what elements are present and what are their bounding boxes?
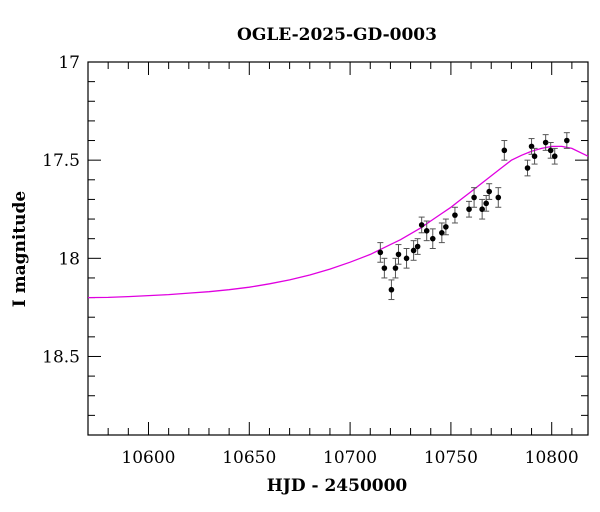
data-point (403, 248, 410, 269)
data-point (524, 159, 531, 177)
y-tick-label: 18.5 (42, 347, 80, 367)
x-tick-label: 10750 (424, 448, 478, 468)
data-point (377, 242, 384, 263)
y-tick-label: 18 (58, 249, 80, 269)
model-curve (87, 145, 589, 299)
data-point (438, 222, 445, 244)
data-point (381, 257, 388, 279)
data-point-marker (452, 212, 458, 218)
data-point-marker (423, 228, 430, 234)
data-point-marker (466, 206, 472, 213)
data-point (423, 220, 430, 242)
data-point (501, 140, 508, 161)
x-tick-label: 10800 (525, 448, 579, 468)
data-point-marker (439, 229, 445, 236)
y-tick-label: 17.5 (42, 151, 80, 171)
data-point-marker (486, 188, 493, 195)
y-tick-labels: 17 17.5 18 18.5 (42, 53, 80, 367)
data-point (547, 141, 554, 159)
axis-ticks (87, 61, 588, 436)
data-point (442, 218, 449, 236)
chart-title: OGLE-2025-GD-0003 (237, 25, 437, 45)
data-point-marker (377, 249, 384, 256)
data-point-marker (403, 255, 410, 262)
plot-frame (87, 61, 589, 436)
data-point (388, 279, 395, 301)
data-point-marker (395, 251, 402, 258)
y-tick-label: 17 (58, 53, 80, 73)
data-points (377, 132, 570, 301)
data-point (410, 240, 417, 261)
y-axis-label: I magnitude (10, 191, 30, 308)
data-point-marker (542, 139, 549, 146)
data-point-marker (495, 194, 502, 201)
data-point (551, 147, 558, 165)
data-point-marker (418, 222, 425, 228)
data-point-marker (410, 247, 417, 254)
data-point (466, 200, 473, 218)
data-point (395, 244, 402, 265)
x-tick-labels: 10600 10650 10700 10750 10800 (121, 448, 578, 468)
data-point-marker (524, 165, 531, 171)
data-point-marker (501, 147, 508, 154)
data-point (392, 257, 399, 279)
data-point-marker (479, 206, 485, 213)
data-point-marker (471, 194, 477, 201)
data-point (542, 134, 549, 151)
data-point (483, 194, 490, 212)
data-point-marker (528, 143, 535, 150)
data-point (414, 238, 421, 255)
x-tick-label: 10600 (121, 448, 175, 468)
data-point (451, 206, 458, 224)
data-point-marker (531, 153, 538, 160)
data-point-marker (443, 224, 449, 230)
data-point-marker (483, 200, 489, 207)
data-point-marker (414, 243, 421, 250)
data-point (479, 198, 486, 220)
data-point (495, 187, 502, 208)
data-point (563, 132, 570, 149)
data-point-marker (381, 265, 388, 271)
data-point (418, 216, 425, 234)
data-point-marker (388, 286, 395, 293)
data-point-marker (564, 137, 570, 144)
data-point-marker (392, 265, 399, 271)
data-point (531, 147, 538, 165)
x-tick-label: 10650 (222, 448, 276, 468)
model-curve-line (87, 145, 589, 299)
data-point-marker (547, 147, 554, 154)
data-point (471, 187, 478, 208)
data-point (429, 228, 436, 249)
data-point (486, 183, 493, 200)
data-point-marker (551, 153, 558, 160)
data-point-marker (429, 235, 436, 242)
x-axis-label: HJD - 2450000 (267, 476, 408, 496)
x-tick-label: 10700 (323, 448, 377, 468)
